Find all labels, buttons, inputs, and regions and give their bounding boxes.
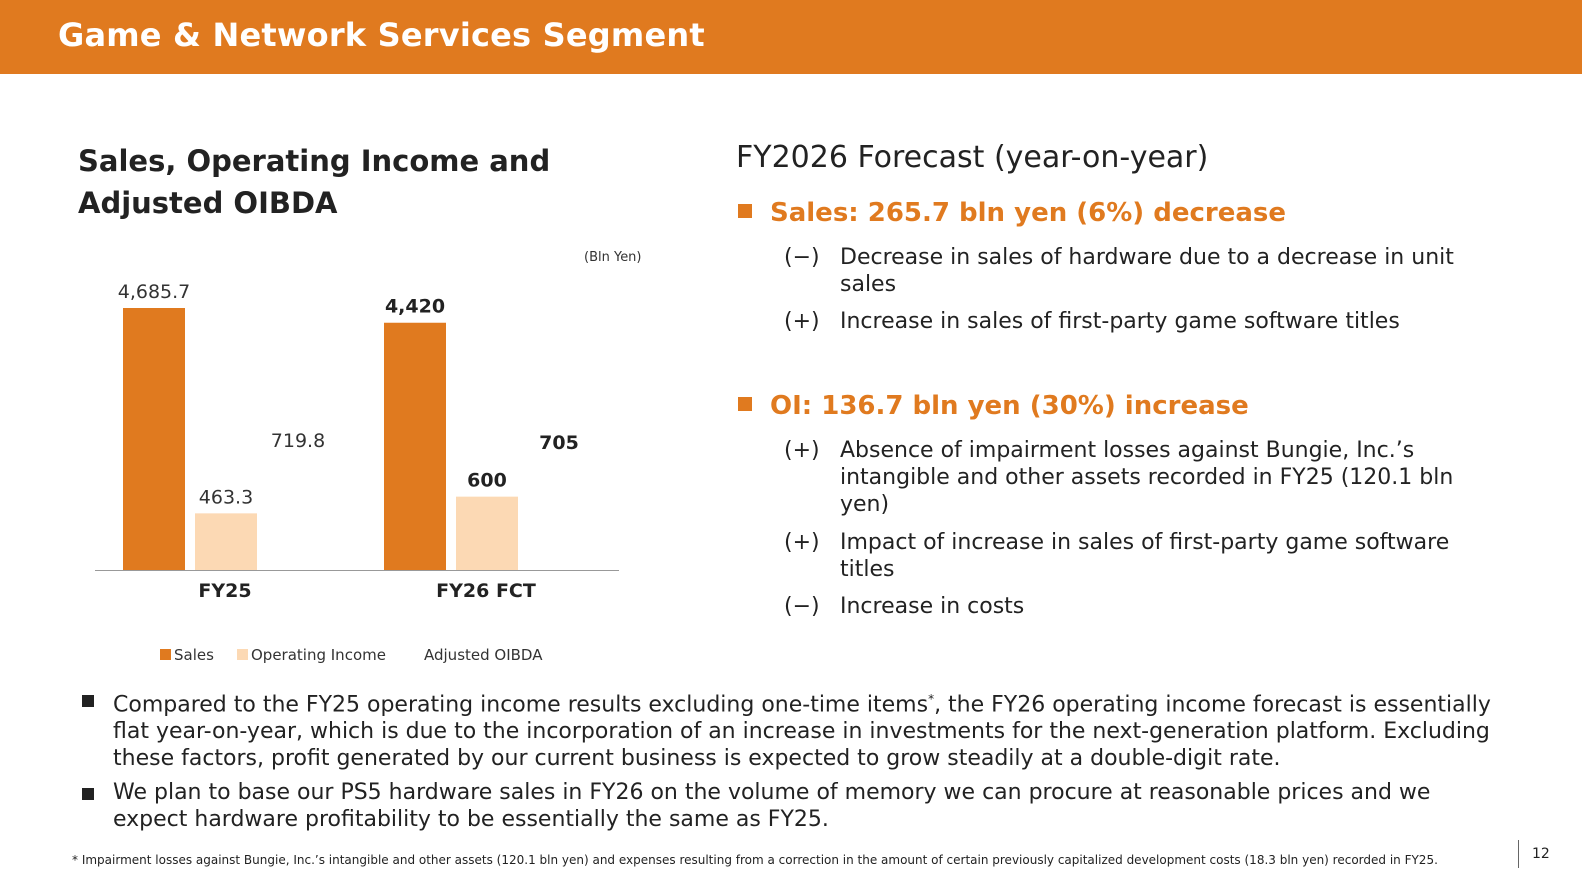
data-label-operating-income: 463.3 bbox=[199, 486, 253, 508]
bullet-text-continued: , the FY26 operating income forecast is … bbox=[113, 692, 1491, 772]
plus-sign: (+) bbox=[784, 438, 820, 463]
page-number: 12 bbox=[1532, 846, 1550, 862]
bar-operating-income-fy26-fct bbox=[456, 496, 518, 570]
bullet-text: Compared to the FY25 operating income re… bbox=[113, 692, 929, 718]
sales-factor-text: Increase in sales of first-party game so… bbox=[840, 309, 1400, 334]
bar-adjusted-oibda-fy25 bbox=[267, 457, 329, 570]
header-bar: Game & Network Services Segment bbox=[0, 0, 1582, 74]
page-title: Game & Network Services Segment bbox=[58, 16, 705, 54]
legend-swatch-sales bbox=[160, 649, 171, 660]
summary-bullet: We plan to base our PS5 hardware sales i… bbox=[80, 779, 1500, 833]
oi-factor-item: (+) Absence of impairment losses against… bbox=[784, 437, 1484, 518]
oi-factor-text: Impact of increase in sales of first-par… bbox=[840, 530, 1450, 582]
oi-factor-text: Absence of impairment losses against Bun… bbox=[840, 438, 1454, 517]
data-label-adjusted-oibda: 719.8 bbox=[271, 430, 325, 452]
legend-item-adjusted-oibda: Adjusted OIBDA bbox=[424, 646, 542, 664]
oi-forecast-heading: OI: 136.7 bln yen (30%) increase bbox=[738, 391, 1249, 421]
footnote: * Impairment losses against Bungie, Inc.… bbox=[72, 853, 1438, 867]
square-bullet-icon bbox=[738, 397, 752, 411]
sales-factor-item: (−) Decrease in sales of hardware due to… bbox=[784, 244, 1484, 298]
sales-factor-item: (+) Increase in sales of first-party gam… bbox=[784, 308, 1484, 335]
legend-label-operating-income: Operating Income bbox=[251, 646, 386, 664]
square-bullet-icon bbox=[738, 204, 752, 218]
plus-sign: (+) bbox=[784, 530, 820, 555]
square-bullet-icon bbox=[82, 788, 94, 801]
bar-chart: 4,685.7 463.3 719.8 FY25 4,420 600 705 FY26 FCT bbox=[95, 281, 619, 602]
bar-sales-fy26-fct bbox=[384, 322, 446, 570]
category-label: FY25 bbox=[198, 580, 251, 602]
data-label-adjusted-oibda: 705 bbox=[539, 432, 579, 454]
oi-factor-item: (−) Increase in costs bbox=[784, 593, 1484, 620]
legend-item-sales: Sales bbox=[160, 646, 214, 664]
minus-sign: (−) bbox=[784, 594, 820, 619]
legend-label-sales: Sales bbox=[174, 646, 214, 664]
square-bullet-icon bbox=[82, 695, 94, 707]
summary-bullet: Compared to the FY25 operating income re… bbox=[80, 686, 1500, 772]
page-divider bbox=[1518, 840, 1519, 868]
minus-sign: (−) bbox=[784, 245, 820, 270]
legend-label-adjusted-oibda: Adjusted OIBDA bbox=[424, 646, 543, 664]
bullet-text: We plan to base our PS5 hardware sales i… bbox=[113, 780, 1431, 833]
category-label: FY26 FCT bbox=[436, 580, 536, 602]
oi-factor-item: (+) Impact of increase in sales of first… bbox=[784, 529, 1484, 583]
bar-sales-fy25 bbox=[123, 308, 185, 570]
sales-factor-text: Decrease in sales of hardware due to a d… bbox=[840, 245, 1454, 297]
oi-forecast-text: OI: 136.7 bln yen (30%) increase bbox=[770, 391, 1249, 421]
unit-label: (Bln Yen) bbox=[584, 250, 642, 265]
sales-forecast-heading: Sales: 265.7 bln yen (6%) decrease bbox=[738, 198, 1286, 228]
legend-swatch-operating-income bbox=[237, 649, 248, 660]
footnote-marker: * bbox=[928, 692, 935, 706]
summary-bullets: Compared to the FY25 operating income re… bbox=[80, 686, 1500, 840]
chart-title-line2: Adjusted OIBDA bbox=[78, 186, 338, 220]
bar-operating-income-fy25 bbox=[195, 513, 257, 570]
chart-title: Sales, Operating Income and Adjusted OIB… bbox=[78, 140, 638, 224]
bar-adjusted-oibda-fy26-fct bbox=[528, 458, 590, 570]
chart-title-line1: Sales, Operating Income and bbox=[78, 144, 551, 178]
data-label-operating-income: 600 bbox=[467, 470, 507, 492]
plus-sign: (+) bbox=[784, 309, 820, 334]
data-label-sales: 4,420 bbox=[385, 296, 445, 318]
data-label-sales: 4,685.7 bbox=[118, 281, 191, 303]
oi-factor-text: Increase in costs bbox=[840, 594, 1025, 619]
legend-item-operating-income: Operating Income bbox=[237, 646, 386, 664]
forecast-title: FY2026 Forecast (year-on-year) bbox=[736, 140, 1209, 175]
sales-forecast-text: Sales: 265.7 bln yen (6%) decrease bbox=[770, 198, 1286, 228]
